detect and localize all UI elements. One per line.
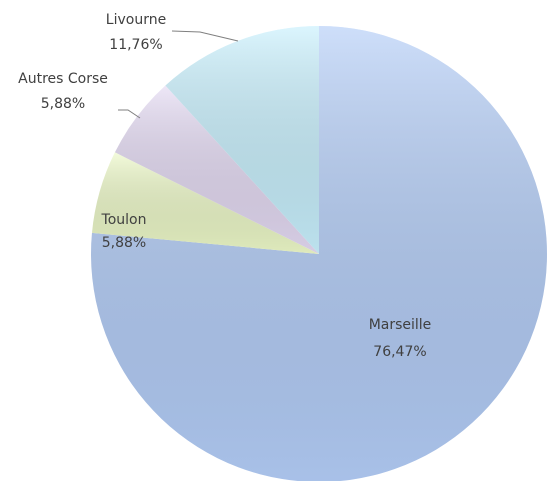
slice-label: Autres Corse [18, 71, 108, 87]
leader-line [171, 30, 239, 42]
slice-label: Toulon [101, 212, 147, 228]
leader-line [118, 109, 141, 119]
slice-label: Marseille [369, 317, 432, 333]
slice-value: 11,76% [109, 37, 162, 53]
slice-label: Livourne [106, 12, 166, 28]
slice-value: 5,88% [41, 96, 85, 112]
slice-value: 5,88% [102, 235, 146, 251]
slice-value: 76,47% [373, 344, 426, 360]
slice-shade [114, 85, 320, 254]
slice-shade [91, 26, 547, 481]
labels: Marseille 76,47% Toulon 5,88% Autres Corse 5,… [18, 12, 431, 360]
slice-shade [91, 152, 319, 254]
slice-shade [165, 26, 319, 254]
slices [91, 26, 547, 481]
